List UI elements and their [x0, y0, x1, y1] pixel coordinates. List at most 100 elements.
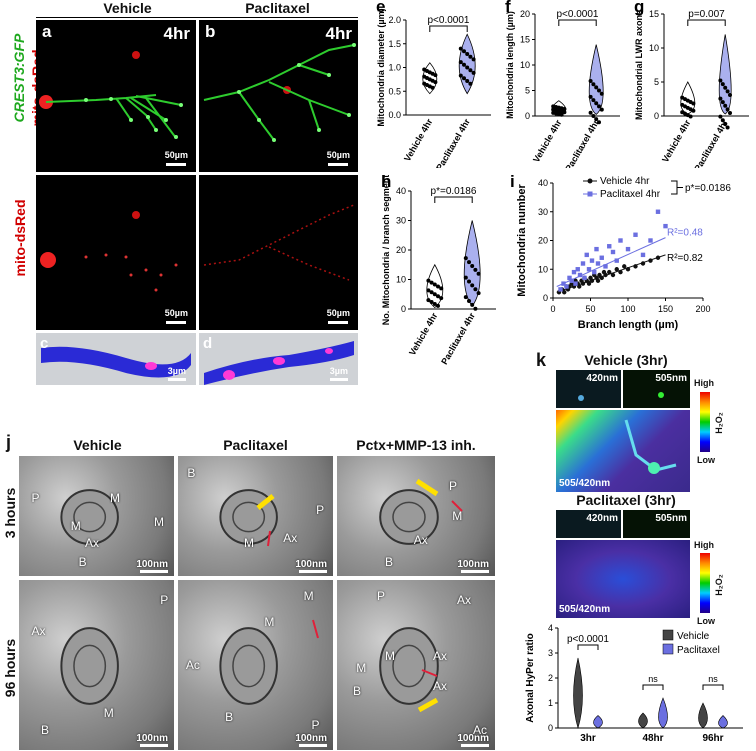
- ylabel-f: Mitochondria length (µm): [505, 11, 515, 119]
- em-scale-bar: [140, 744, 168, 747]
- point-g: [728, 111, 732, 116]
- em-label: M: [385, 649, 395, 664]
- point-f: [597, 104, 601, 109]
- scatter-point-paclitaxel: [618, 238, 623, 243]
- panel-label-j: j: [6, 432, 12, 452]
- em-scale-bar: [299, 570, 327, 573]
- j-col-paclitaxel: Paclitaxel: [223, 437, 288, 453]
- scale-bar-c: [168, 378, 186, 381]
- scale-bar-d: [330, 378, 348, 381]
- panel-label-c: c: [40, 335, 49, 352]
- point-e: [468, 68, 473, 73]
- time-label-a: 4hr: [163, 24, 190, 43]
- em-label: P: [31, 490, 40, 505]
- ytick-label-h: 40: [396, 186, 406, 196]
- point-g: [723, 103, 728, 108]
- point-e: [462, 76, 466, 81]
- point-h: [463, 275, 468, 280]
- k-dot: [578, 395, 584, 401]
- k-xcat-2: 96hr: [702, 733, 723, 744]
- xcat-h-1: Paclitaxel 4hr: [439, 311, 477, 365]
- k-xcat-1: 48hr: [642, 733, 663, 744]
- scatter-point-paclitaxel: [580, 261, 586, 266]
- point-e: [458, 46, 463, 51]
- xtick-label-i: 0: [550, 304, 555, 314]
- ytick-label-i: 0: [543, 293, 548, 303]
- ytick-label-e: 1.5: [388, 39, 401, 49]
- scatter-point-paclitaxel: [655, 209, 661, 214]
- k-h2o2-1: H₂O₂: [713, 412, 724, 434]
- ytick-label-f: 0: [525, 111, 530, 121]
- point-f: [599, 91, 604, 96]
- j-row-96h: 96 hours: [2, 638, 18, 698]
- em-label: B: [353, 683, 362, 698]
- side-label-mito2: mito-dsRed: [12, 199, 28, 277]
- scatter-point-paclitaxel: [592, 269, 597, 275]
- header-underline: [36, 17, 358, 18]
- xtick-label-i: 200: [695, 304, 710, 314]
- scatter-point-paclitaxel: [594, 246, 599, 252]
- point-e: [468, 81, 473, 86]
- em-label: P: [377, 589, 386, 604]
- point-h: [426, 288, 431, 293]
- k-violin-2-1: [718, 715, 728, 729]
- point-h: [467, 279, 471, 284]
- k-colorbar-2: [700, 553, 710, 613]
- j-col-vehicle: Vehicle: [73, 437, 122, 453]
- xtick-label-i: 150: [658, 304, 673, 314]
- point-h: [470, 283, 475, 288]
- scatter-point-paclitaxel: [603, 264, 608, 269]
- p-value-h: p*=0.0186: [431, 186, 477, 197]
- k-dot: [658, 392, 664, 398]
- em-label: Ax: [283, 530, 298, 545]
- point-e: [465, 65, 470, 70]
- point-e: [471, 57, 476, 62]
- point-h: [463, 256, 468, 261]
- header-vehicle: Vehicle: [103, 0, 152, 16]
- micrograph-b-mito: 50µm: [199, 175, 358, 330]
- point-h: [432, 282, 437, 287]
- em-label: M: [154, 515, 165, 530]
- fit-line-1: [556, 237, 666, 287]
- em-tile-1-0: Ax M P B 100nm: [18, 579, 175, 751]
- k-violin-1-1: [658, 697, 668, 729]
- point-h: [432, 301, 437, 306]
- point-f: [597, 120, 601, 125]
- em-label: B: [40, 723, 49, 738]
- scatter-point-paclitaxel: [584, 252, 589, 258]
- k-legend-label-0: Vehicle: [677, 631, 710, 642]
- em-label: M: [452, 509, 463, 523]
- scatter-point-paclitaxel: [575, 267, 580, 272]
- k-legend-label-1: Paclitaxel: [677, 645, 720, 656]
- point-h: [429, 290, 434, 295]
- point-g: [720, 118, 725, 123]
- point-f: [588, 79, 593, 84]
- point-e: [465, 78, 470, 83]
- ytick-label-k: 3: [548, 648, 553, 658]
- ytick-label-g: 0: [654, 111, 659, 121]
- chart-h: hNo. Mitochondria / branch segment 0 10 20 3…: [381, 175, 496, 365]
- em-label: M: [110, 490, 121, 505]
- k-high-1: High: [694, 378, 714, 388]
- point-g: [725, 89, 730, 94]
- point-g: [723, 85, 728, 90]
- em-label: Ax: [433, 649, 448, 664]
- ytick-label-k: 0: [548, 723, 553, 733]
- em-label: B: [225, 709, 234, 724]
- point-h: [436, 303, 440, 308]
- ytick-label-i: 30: [538, 207, 548, 217]
- chart-k: Axonal HyPer ratio 0 1 2 3 4 3hr 48hr 96hr p<0.00…: [525, 623, 743, 744]
- scale-bar-b: [328, 163, 348, 166]
- ylabel-g: Mitochondrial LWR axons: [634, 10, 644, 120]
- violin-f-1: [588, 44, 604, 115]
- panel-label-i: i: [510, 175, 515, 191]
- ytick-label-i: 40: [538, 178, 548, 188]
- k-legend-swatch-1: [662, 643, 674, 655]
- scatter-point-vehicle: [562, 290, 567, 295]
- scatter-point-paclitaxel: [614, 258, 619, 263]
- em-label: M: [264, 615, 275, 629]
- point-f: [599, 107, 604, 112]
- legend-bracket-i: [671, 180, 683, 195]
